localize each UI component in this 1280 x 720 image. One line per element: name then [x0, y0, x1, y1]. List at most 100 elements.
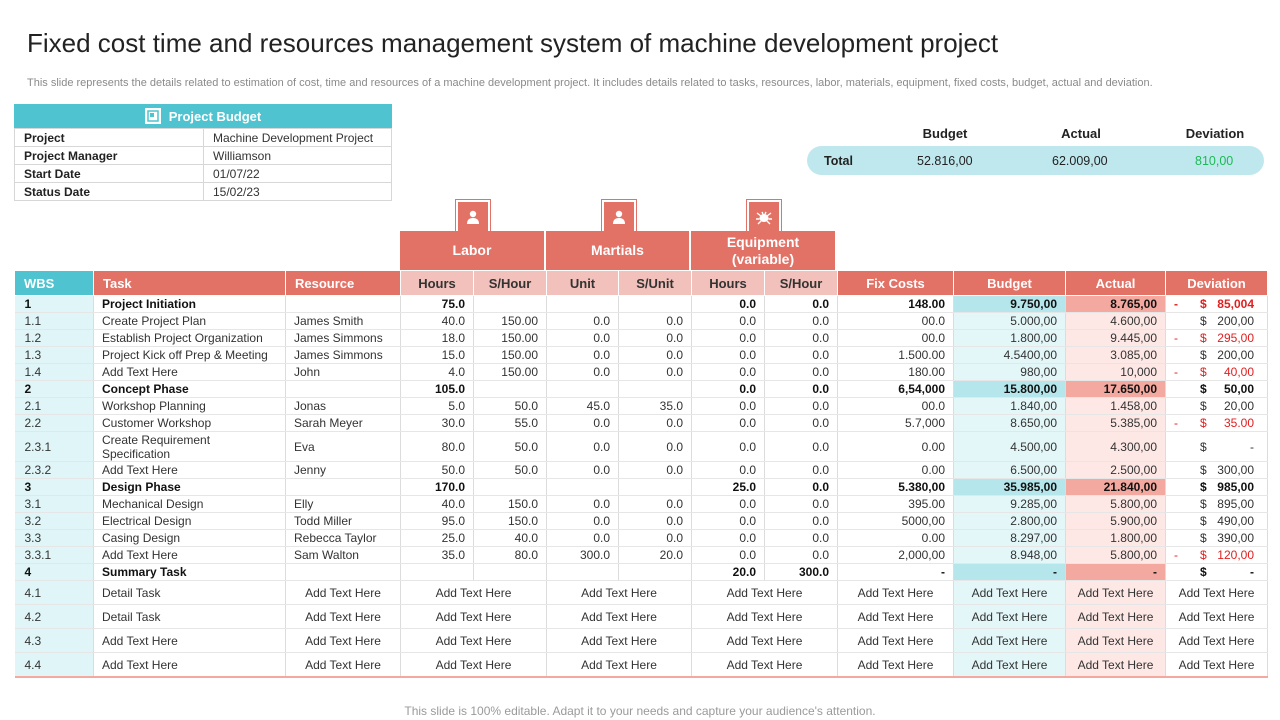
deviation-cell: $200,00 [1165, 312, 1268, 330]
task-cell: Detail Task [93, 604, 286, 629]
deviation-currency: $ [1200, 314, 1207, 328]
table-row: 2.3.1 Create Requirement Specification Eva… [14, 431, 1268, 462]
equipment-rate-cell: 0.0 [764, 397, 838, 415]
equipment-hours-cell: 0.0 [691, 461, 765, 479]
material-unit-cell: 0.0 [546, 529, 619, 547]
wbs-cell: 1.1 [14, 312, 94, 330]
table-row: 1.1 Create Project Plan James Smith 40.0 150… [14, 312, 1268, 330]
deviation-sign: - [1174, 331, 1178, 345]
table-row: 1.3 Project Kick off Prep & Meeting James … [14, 346, 1268, 364]
actual-cell: 5.800,00 [1065, 546, 1166, 564]
material-unit-cell [546, 295, 619, 313]
material-unit-cell: 45.0 [546, 397, 619, 415]
fix-costs-cell: 00.0 [837, 329, 954, 347]
resource-cell: Todd Miller [285, 512, 401, 530]
project-info-label: Project Manager [14, 146, 204, 165]
material-unit-cell: 0.0 [546, 346, 619, 364]
deviation-amount: - [1250, 439, 1254, 454]
project-info-label: Start Date [14, 164, 204, 183]
material-unit-cell: 0.0 [546, 512, 619, 530]
budget-cell: 8.297,00 [953, 529, 1066, 547]
budget-cell: - [953, 563, 1066, 581]
table-row: 1.2 Establish Project Organization James S… [14, 329, 1268, 347]
deviation-cell: - $40,00 [1165, 363, 1268, 381]
totals-actual: 62.009,00 [1052, 154, 1108, 168]
labor-rate-cell: 50.0 [473, 431, 547, 462]
wbs-cell: 4.2 [14, 604, 94, 629]
material-rate-cell: 0.0 [618, 461, 692, 479]
deviation-cell: $20,00 [1165, 397, 1268, 415]
task-cell: Create Project Plan [93, 312, 286, 330]
resource-cell: Sarah Meyer [285, 414, 401, 432]
actual-cell: Add Text Here [1065, 652, 1166, 678]
task-cell: Create Requirement Specification [93, 431, 286, 462]
equipment-rate-cell: 0.0 [764, 312, 838, 330]
deviation-cell: $390,00 [1165, 529, 1268, 547]
resource-cell: Jenny [285, 461, 401, 479]
equipment-cell: Add Text Here [691, 652, 838, 678]
deviation-amount: - [1250, 565, 1254, 579]
col-per-unit: S/Unit [618, 270, 692, 296]
resource-cell: Add Text Here [285, 628, 401, 653]
equipment-hours-cell: 20.0 [691, 563, 765, 581]
actual-cell: 1.800,00 [1065, 529, 1166, 547]
resource-cell [285, 295, 401, 313]
fix-costs-cell: 395.00 [837, 495, 954, 513]
labor-hours-cell: 35.0 [400, 546, 474, 564]
equipment-hours-cell: 0.0 [691, 431, 765, 462]
deviation-sign: - [1174, 297, 1178, 311]
fix-costs-cell: Add Text Here [837, 652, 954, 678]
labor-hours-cell: 40.0 [400, 312, 474, 330]
table-row: 3 Design Phase 170.0 25.0 0.0 5.380,00 35.985,… [14, 478, 1268, 496]
task-cell: Design Phase [93, 478, 286, 496]
project-info-value: Williamson [203, 146, 392, 165]
labor-rate-cell [473, 478, 547, 496]
totals-budget: 52.816,00 [917, 154, 973, 168]
actual-cell: 8.765,00 [1065, 295, 1166, 313]
fix-costs-cell: 0.00 [837, 529, 954, 547]
col-hours: Hours [400, 270, 474, 296]
project-info-value: Machine Development Project [203, 128, 392, 147]
resource-cell: James Simmons [285, 329, 401, 347]
col-wbs: WBS [14, 270, 94, 296]
deviation-sign: - [1174, 548, 1178, 562]
actual-cell: 5.900,00 [1065, 512, 1166, 530]
actual-cell: 5.385,00 [1065, 414, 1166, 432]
footer-note: This slide is 100% editable. Adapt it to… [404, 704, 876, 718]
actual-cell: Add Text Here [1065, 628, 1166, 653]
equipment-hours-cell: 0.0 [691, 346, 765, 364]
totals-deviation: 810,00 [1195, 154, 1234, 168]
wbs-cell: 4.4 [14, 652, 94, 678]
resource-cell: Add Text Here [285, 652, 401, 678]
material-unit-cell: 0.0 [546, 461, 619, 479]
equipment-hours-cell: 0.0 [691, 295, 765, 313]
wbs-cell: 2.3.1 [14, 431, 94, 462]
group-labor: Labor [400, 231, 544, 270]
deviation-cell: Add Text Here [1165, 580, 1268, 605]
material-rate-cell: 20.0 [618, 546, 692, 564]
budget-cell: 8.948,00 [953, 546, 1066, 564]
resource-cell [285, 563, 401, 581]
budget-cell: 4.500,00 [953, 431, 1066, 462]
deviation-amount: 85,004 [1217, 297, 1254, 311]
labor-hours-cell: 75.0 [400, 295, 474, 313]
deviation-currency: $ [1200, 399, 1207, 413]
wbs-cell: 3 [14, 478, 94, 496]
placeholder-row: 4.1 Detail Task Add Text Here Add Text Here… [14, 580, 1268, 605]
deviation-cell: $50,00 [1165, 380, 1268, 398]
project-info-label: Status Date [14, 182, 204, 201]
resource-cell: Add Text Here [285, 604, 401, 629]
task-cell: Summary Task [93, 563, 286, 581]
labor-rate-cell: 150.00 [473, 363, 547, 381]
labor-rate-cell [473, 563, 547, 581]
material-rate-cell: 0.0 [618, 346, 692, 364]
equipment-rate-cell: 0.0 [764, 495, 838, 513]
actual-cell: 4.600,00 [1065, 312, 1166, 330]
fix-costs-cell: - [837, 563, 954, 581]
project-info-row: Start Date 01/07/22 [14, 164, 392, 183]
deviation-amount: 35.00 [1223, 416, 1254, 430]
fix-costs-cell: 5.7,000 [837, 414, 954, 432]
material-rate-cell [618, 380, 692, 398]
deviation-cell: $300,00 [1165, 461, 1268, 479]
actual-cell: 5.800,00 [1065, 495, 1166, 513]
